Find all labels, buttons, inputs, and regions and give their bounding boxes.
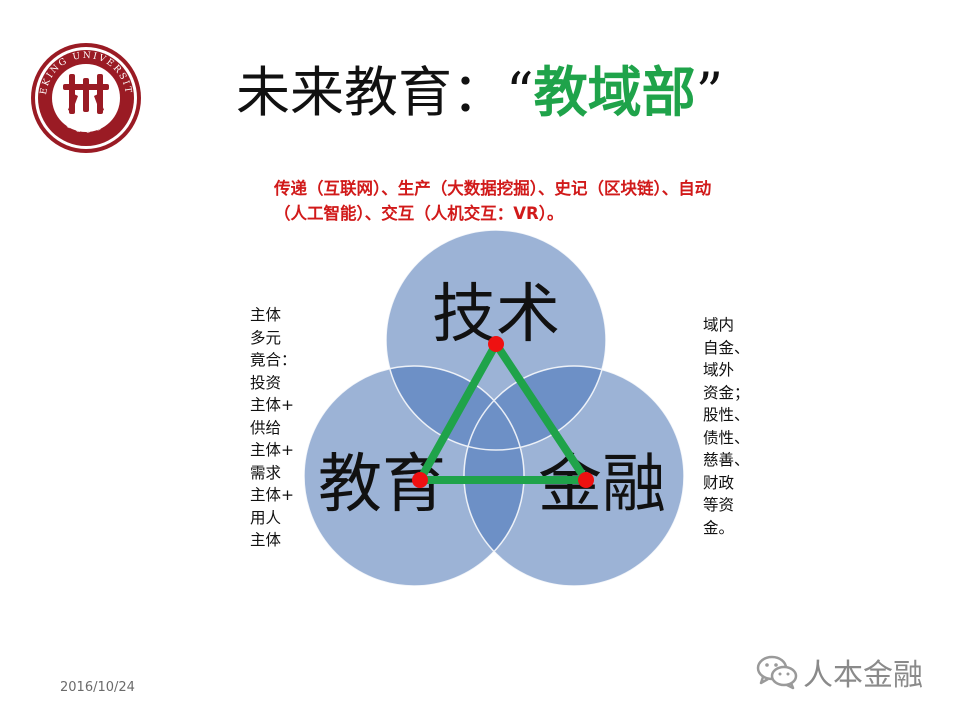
note-line: 域内 [703, 316, 735, 334]
note-line: 慈善、 [703, 451, 750, 469]
title-highlight: 教域部 [533, 61, 696, 124]
note-line: 债性、 [703, 428, 750, 447]
node-education [412, 472, 428, 488]
note-line: 主体+ [250, 441, 294, 459]
wechat-icon [756, 655, 798, 690]
note-line: 主体+ [250, 396, 294, 414]
note-line: 投资 [250, 373, 282, 392]
watermark-text: 人本金融 [803, 658, 923, 693]
note-line: 多元 [250, 328, 282, 347]
note-line: 主体 [250, 531, 282, 549]
note-line: 竟合： [250, 351, 297, 369]
note-line: 资金； [703, 383, 750, 402]
overlap-tech-fin [464, 366, 606, 450]
note-line: 域外 [703, 361, 735, 379]
overlap-tech-edu [386, 366, 524, 450]
note-line: 财政 [703, 473, 735, 492]
logo-emblem [63, 74, 109, 114]
slide-date: 2016/10/24 [60, 680, 135, 695]
title-open-quote: “ [506, 61, 534, 124]
slide-title: 未来教育：“教域部” [236, 58, 723, 128]
note-line: 股性、 [703, 406, 750, 424]
peking-university-logo: PEKING UNIVERSITY 1898 [28, 40, 141, 153]
note-line: 等资 [703, 496, 735, 514]
green-triangle [416, 340, 590, 484]
note-line: 自金、 [703, 338, 750, 357]
education-note: 主体 多元 竟合： 投资 主体+ 供给 主体+ 需求 主体+ 用人 主体 [250, 304, 298, 552]
title-prefix: 未来教育： [236, 61, 506, 124]
title-close-quote: ” [695, 61, 724, 124]
node-technology [488, 336, 504, 352]
note-line: 主体 [250, 306, 282, 324]
note-line: 金。 [703, 518, 735, 537]
technology-note: 传递（互联网）、生产（大数据挖掘）、史记（区块链）、自动（人工智能）、交互（人机… [274, 179, 712, 223]
label-education: 教育 [318, 448, 446, 522]
note-line: 主体+ [250, 486, 294, 504]
note-line: 用人 [250, 508, 282, 527]
note-line: 供给 [250, 418, 282, 437]
watermark: 人本金融 [755, 652, 923, 693]
label-finance: 金融 [538, 448, 666, 522]
node-finance [578, 472, 594, 488]
note-line: 需求 [250, 463, 282, 482]
finance-note: 域内 自金、 域外 资金； 股性、 债性、 慈善、 财政 等资 金。 [703, 314, 763, 539]
